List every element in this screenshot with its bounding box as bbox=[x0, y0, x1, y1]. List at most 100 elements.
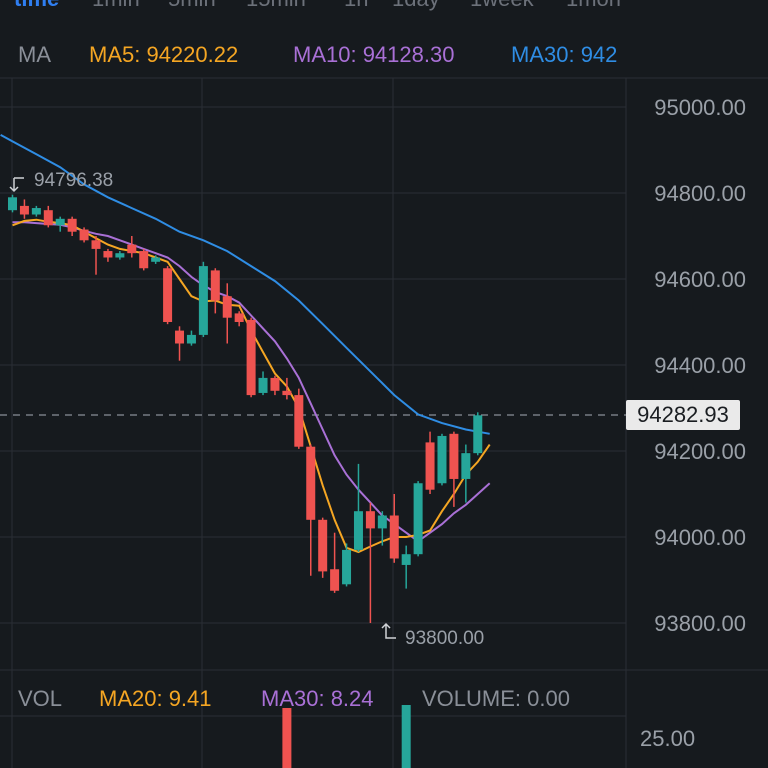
tab-1mon[interactable]: 1mon bbox=[566, 0, 621, 12]
candle-body bbox=[115, 253, 125, 258]
tab-1week[interactable]: 1week bbox=[470, 0, 534, 12]
tab-time[interactable]: time bbox=[14, 0, 59, 12]
candle bbox=[91, 236, 101, 275]
candle-body bbox=[401, 554, 411, 565]
candle bbox=[163, 266, 173, 325]
candle bbox=[222, 283, 232, 344]
candle-body bbox=[449, 433, 459, 479]
candle bbox=[8, 194, 17, 213]
candle bbox=[473, 412, 483, 456]
candle-body bbox=[91, 240, 101, 249]
candle bbox=[127, 236, 137, 258]
candle-body bbox=[330, 569, 340, 591]
price-axis-tick-label: 95000.00 bbox=[654, 95, 746, 120]
timeframe-tabs: time 1min 5min 15min 1h 1day 1week 1mon bbox=[0, 0, 768, 16]
candle-body bbox=[461, 453, 471, 479]
volume-axis-tick-label: 25.00 bbox=[640, 726, 695, 751]
volume-bar bbox=[401, 705, 411, 768]
candle-body bbox=[222, 296, 232, 318]
candle bbox=[461, 444, 471, 503]
candle-body bbox=[127, 244, 137, 254]
tab-5min[interactable]: 5min bbox=[168, 0, 216, 12]
candle-body bbox=[437, 435, 447, 484]
candle-body bbox=[175, 330, 185, 344]
candle bbox=[389, 494, 399, 563]
candle bbox=[43, 205, 53, 228]
candle-body bbox=[67, 218, 77, 232]
candle bbox=[342, 543, 352, 587]
ma10-value: MA10: 94128.30 bbox=[293, 42, 455, 67]
candle bbox=[103, 248, 113, 262]
price-axis: 95000.00 94800.00 94600.00 94400.00 94200.00… bbox=[0, 95, 746, 751]
candle-body bbox=[246, 319, 256, 396]
candle bbox=[55, 216, 65, 232]
low-marker-label: 93800.00 bbox=[405, 628, 484, 649]
ma-legend: MA MA5: 94220.22 MA10: 94128.30 MA30: 94… bbox=[0, 42, 628, 72]
candle-body bbox=[342, 549, 352, 585]
candle-body bbox=[210, 270, 220, 301]
candle-body bbox=[234, 313, 244, 322]
price-axis-tick-label: 94600.00 bbox=[654, 267, 746, 292]
volume-legend: VOL MA20: 9.41 MA30: 8.24 VOLUME: 0.00 bbox=[0, 686, 628, 716]
volume-bar bbox=[282, 708, 292, 768]
current-price-label: 94282.93 bbox=[626, 400, 740, 430]
price-axis-tick-label: 94200.00 bbox=[654, 439, 746, 464]
candle-body bbox=[43, 210, 53, 226]
price-axis-tick-label: 94400.00 bbox=[654, 353, 746, 378]
candle-body bbox=[473, 415, 483, 454]
candle-body bbox=[19, 205, 29, 215]
candle bbox=[449, 431, 459, 507]
vol-ma30-value: MA30: 8.24 bbox=[261, 686, 374, 711]
tab-1h[interactable]: 1h bbox=[344, 0, 368, 12]
candle bbox=[19, 199, 29, 219]
candle-body bbox=[377, 515, 387, 529]
high-marker: 94796.38 bbox=[9, 170, 113, 193]
candle-body bbox=[318, 519, 328, 572]
high-marker-arrow bbox=[9, 177, 24, 193]
candle bbox=[401, 545, 411, 589]
tab-15min[interactable]: 15min bbox=[246, 0, 306, 12]
candle bbox=[365, 502, 375, 623]
candle bbox=[306, 444, 316, 576]
candle-body bbox=[389, 515, 399, 559]
candle bbox=[67, 216, 77, 236]
candle bbox=[186, 330, 196, 346]
candle bbox=[318, 517, 328, 578]
candle bbox=[31, 205, 41, 217]
candle-body bbox=[425, 442, 435, 490]
candle bbox=[425, 431, 435, 494]
price-axis-tick-label: 94000.00 bbox=[654, 525, 746, 550]
candle bbox=[413, 481, 423, 557]
candles bbox=[8, 194, 483, 623]
tab-1day[interactable]: 1day bbox=[392, 0, 440, 12]
high-marker-label: 94796.38 bbox=[34, 170, 113, 191]
price-axis-tick-label: 94800.00 bbox=[654, 181, 746, 206]
ma-legend-label[interactable]: MA bbox=[18, 42, 51, 67]
candle bbox=[151, 255, 161, 264]
candle-body bbox=[353, 511, 363, 550]
candle bbox=[377, 511, 387, 546]
candle bbox=[353, 463, 363, 553]
ma30-polyline bbox=[0, 134, 490, 435]
candle bbox=[234, 311, 244, 327]
candle bbox=[294, 388, 304, 449]
ma30-line bbox=[0, 134, 490, 435]
candle-body bbox=[365, 511, 375, 529]
candle-body bbox=[151, 257, 161, 262]
tab-1min[interactable]: 1min bbox=[92, 0, 140, 12]
extreme-markers: 94796.38 93800.00 bbox=[9, 170, 484, 649]
candle bbox=[198, 261, 208, 338]
candle-body bbox=[282, 390, 292, 396]
candle-body bbox=[198, 266, 208, 335]
candle-body bbox=[294, 395, 304, 447]
candle bbox=[115, 251, 125, 260]
candle-body bbox=[79, 229, 89, 241]
candle bbox=[246, 317, 256, 398]
candle bbox=[210, 268, 220, 314]
candle-body bbox=[306, 446, 316, 520]
vol-legend-label[interactable]: VOL bbox=[18, 686, 63, 711]
low-marker: 93800.00 bbox=[381, 622, 484, 649]
candle-body bbox=[270, 377, 280, 391]
price-axis-tick-label: 93800.00 bbox=[654, 611, 746, 636]
